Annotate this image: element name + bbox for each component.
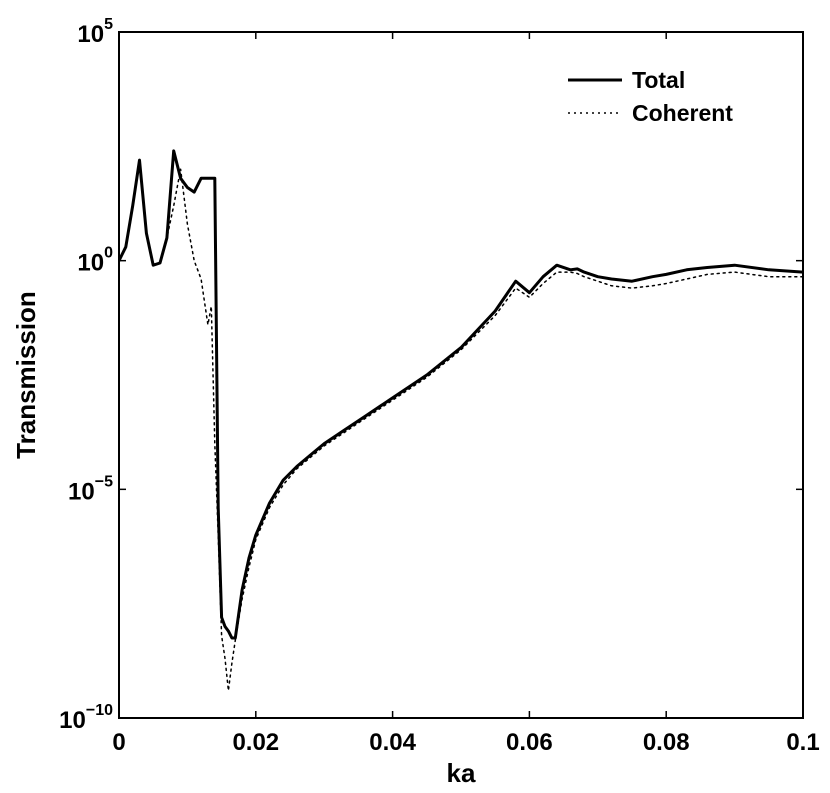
y-tick-label: 10−10 xyxy=(59,702,113,734)
legend: Total Coherent xyxy=(568,67,733,126)
axis-ticks: 0 0.02 0.04 0.06 0.08 0.1 105 100 10−5 10−10 xyxy=(59,16,820,756)
y-tick-label: 100 xyxy=(77,245,113,277)
series-line-coherent xyxy=(119,159,803,692)
legend-label-total: Total xyxy=(632,67,685,93)
x-tick-label: 0.04 xyxy=(369,729,416,756)
plot-frame xyxy=(118,31,804,719)
series-line-total xyxy=(119,149,803,640)
y-tick-label: 105 xyxy=(77,16,113,48)
y-axis-title: Transmission xyxy=(11,291,41,459)
x-tick-label: 0 xyxy=(112,729,125,756)
x-tick-label: 0.02 xyxy=(232,729,279,756)
y-tick-label: 10−5 xyxy=(68,473,113,505)
x-tick-label: 0.08 xyxy=(643,729,690,756)
legend-label-coherent: Coherent xyxy=(632,100,733,126)
x-tick-label: 0.06 xyxy=(506,729,553,756)
plot-area xyxy=(119,149,803,692)
x-axis-title: ka xyxy=(447,758,476,788)
x-tick-label: 0.1 xyxy=(786,729,819,756)
